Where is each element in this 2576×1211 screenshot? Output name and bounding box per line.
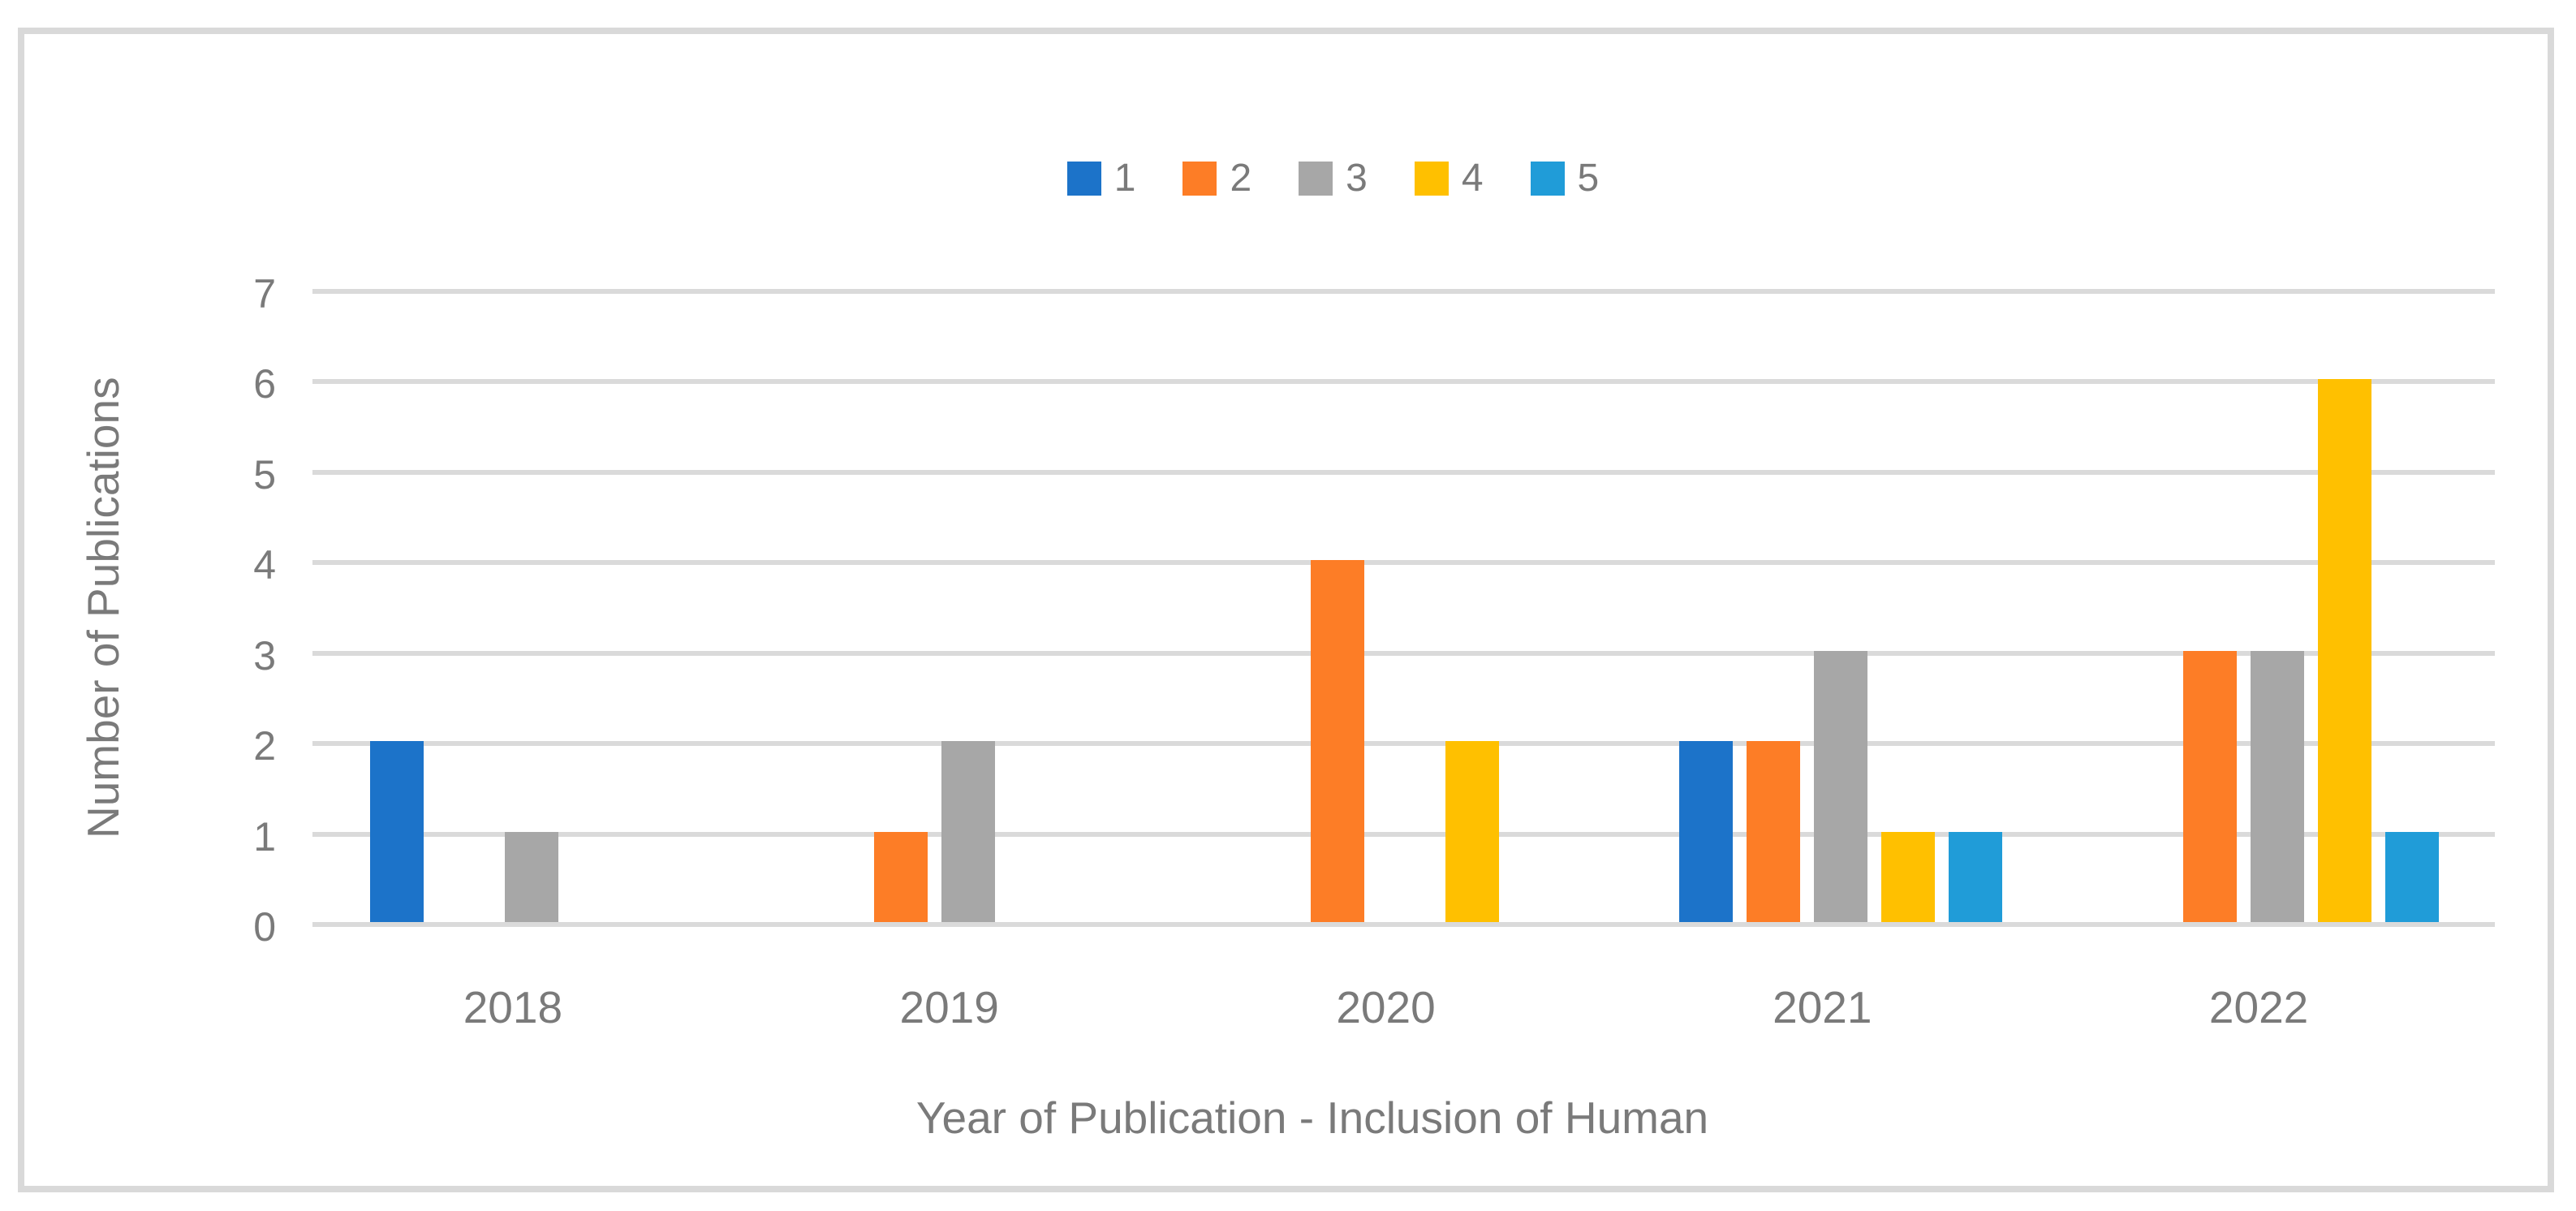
legend-label: 4	[1461, 157, 1484, 200]
legend-item-1: 1	[1066, 157, 1136, 200]
legend-swatch-icon	[1182, 162, 1217, 196]
gridline-y-7	[312, 289, 2495, 294]
y-tick-label-5: 5	[253, 451, 276, 498]
chart-frame: 1 2 3 4 5 Number of Publications 0 1 2 3 4 5 6 7 20…	[18, 28, 2554, 1192]
gridline-y-3	[312, 650, 2495, 656]
legend-swatch-icon	[1066, 162, 1101, 196]
y-tick-label-4: 4	[253, 542, 276, 588]
x-tick-label-2019: 2019	[899, 982, 999, 1032]
bar-series3-2018	[505, 831, 558, 922]
x-tick-label-2022: 2022	[2208, 982, 2309, 1032]
legend-item-2: 2	[1182, 159, 1251, 198]
gridline-y-5	[312, 469, 2495, 475]
legend-label: 3	[1346, 157, 1368, 200]
gridline-y-0	[312, 922, 2495, 927]
y-axis-title: Number of Publications	[78, 377, 128, 839]
gridline-y-2	[312, 741, 2495, 747]
bar-series1-2018	[370, 741, 424, 922]
y-tick-label-3: 3	[253, 632, 276, 679]
bar-series3-2021	[1814, 650, 1868, 922]
bar-series1-2021	[1679, 741, 1734, 922]
legend-label: 1	[1114, 157, 1136, 200]
x-tick-label-2018: 2018	[463, 982, 563, 1032]
x-tick-label-2020: 2020	[1336, 982, 1436, 1032]
legend-label: 2	[1230, 157, 1252, 200]
legend-label: 5	[1577, 157, 1600, 200]
y-tick-label-6: 6	[253, 361, 276, 407]
gridline-y-4	[312, 560, 2495, 566]
x-axis-title: Year of Publication - Inclusion of Human	[915, 1092, 1709, 1143]
legend-swatch-icon	[1530, 162, 1565, 196]
gridline-y-1	[312, 831, 2495, 837]
bar-series3-2019	[941, 741, 995, 922]
legend-item-3: 3	[1299, 159, 1368, 198]
y-tick-label-1: 1	[253, 813, 276, 860]
legend-item-5: 5	[1530, 157, 1600, 200]
bar-series2-2020	[1310, 560, 1364, 922]
legend-item-4: 4	[1414, 157, 1484, 200]
gridline-y-6	[312, 379, 2495, 385]
bar-series5-2022	[2385, 831, 2440, 922]
plot-area	[312, 289, 2495, 927]
bar-series4-2020	[1445, 741, 1499, 922]
bar-series5-2021	[1949, 831, 2003, 922]
bar-series4-2021	[1881, 831, 1936, 922]
y-tick-label-2: 2	[253, 723, 276, 769]
legend-swatch-icon	[1299, 162, 1333, 196]
bar-series2-2021	[1747, 741, 1801, 922]
bar-series3-2022	[2251, 650, 2305, 922]
y-tick-label-0: 0	[253, 904, 276, 950]
bar-series2-2019	[873, 831, 928, 922]
legend-swatch-icon	[1414, 162, 1449, 196]
bar-series4-2022	[2318, 379, 2372, 922]
y-tick-label-7: 7	[253, 271, 276, 317]
legend: 1 2 3 4 5	[118, 154, 2548, 203]
bar-series2-2022	[2183, 650, 2238, 922]
x-tick-label-2021: 2021	[1773, 982, 1872, 1032]
